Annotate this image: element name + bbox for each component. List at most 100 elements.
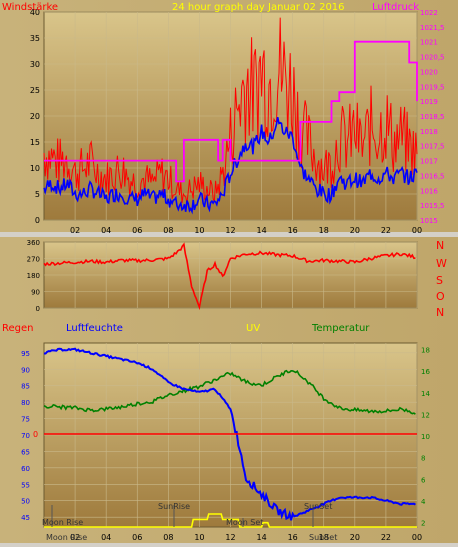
pressure-tick-label: 1015,5	[420, 202, 445, 210]
temperature-tick-label: 12	[421, 411, 430, 419]
temperature-tick-label: 6	[421, 476, 426, 484]
humidity-tick-label: 45	[21, 514, 30, 522]
wind-left-tick-label: 10	[30, 164, 40, 173]
tick-layer: 051015202530354010151015,510161016,51017…	[21, 8, 444, 542]
humidity-tick-label: 50	[21, 498, 30, 506]
pressure-tick-label: 1015	[420, 217, 438, 225]
temperature-tick-label: 18	[421, 346, 430, 354]
temperature-tick-label: 2	[421, 520, 425, 528]
weather-x-tick-label: 14	[256, 533, 266, 542]
humidity-tick-label: 55	[21, 481, 30, 489]
humidity-tick-label: 65	[21, 448, 30, 456]
pressure-tick-label: 1018,5	[420, 113, 445, 121]
direction-tick-label: 90	[31, 289, 40, 297]
pressure-tick-label: 1018	[420, 128, 438, 136]
sunrise-label: SunRise	[158, 502, 190, 511]
wind-x-tick-label: 18	[319, 226, 329, 235]
temperature-tick-label: 4	[421, 498, 426, 506]
temperature-tick-label: 8	[421, 455, 425, 463]
temperature-line	[43, 369, 416, 415]
humidity-tick-label: 80	[21, 399, 30, 407]
wind-x-tick-label: 22	[381, 226, 391, 235]
moonrise-label-bottom: Moon Rise	[46, 533, 87, 542]
weather-x-tick-label: 00	[412, 533, 422, 542]
compass-letter-n-bottom: N	[436, 306, 444, 319]
humidity-tick-label: 60	[21, 465, 30, 473]
temperature-label: Temperatur	[311, 323, 370, 334]
pressure-label: Luftdruck	[372, 2, 419, 13]
wind-left-tick-label: 5	[35, 190, 40, 199]
wind-x-tick-label: 10	[194, 226, 204, 235]
wind-x-tick-label: 14	[256, 226, 266, 235]
compass-letter-w: W	[436, 257, 447, 270]
moonrise-label: Moon Rise	[42, 518, 83, 527]
humidity-tick-label: 75	[21, 416, 30, 424]
humidity-tick-label: 85	[21, 383, 30, 391]
weather-x-tick-label: 04	[101, 533, 111, 542]
wind-x-tick-label: 02	[70, 226, 80, 235]
pressure-tick-label: 1020	[420, 68, 438, 76]
direction-tick-label: 270	[27, 256, 40, 264]
humidity-tick-label: 70	[21, 432, 30, 440]
direction-tick-label: 180	[27, 272, 40, 280]
weather-x-tick-label: 08	[163, 533, 173, 542]
wind-left-tick-label: 15	[30, 138, 40, 147]
wind-left-tick-label: 20	[30, 112, 40, 121]
direction-tick-label: 360	[27, 239, 40, 247]
weather-x-tick-label: 10	[194, 533, 204, 542]
pressure-line	[44, 40, 418, 183]
wind-gust-line	[43, 17, 418, 204]
pressure-tick-label: 1017	[420, 158, 438, 166]
rain-label: Regen	[2, 323, 34, 334]
direction-tick-label: 0	[36, 305, 40, 313]
pressure-tick-label: 1020,5	[420, 54, 445, 62]
sunset-label-bottom: SunSet	[309, 533, 337, 542]
wind-left-tick-label: 25	[30, 86, 40, 95]
pressure-tick-label: 1021	[420, 39, 438, 47]
weather-x-tick-label: 06	[132, 533, 142, 542]
weather-x-tick-label: 16	[288, 533, 298, 542]
wind-x-tick-label: 12	[225, 226, 235, 235]
wind-left-tick-label: 40	[30, 8, 40, 17]
weather-x-tick-label: 02	[70, 533, 80, 542]
weather-x-tick-label: 18	[319, 533, 329, 542]
wind-label: Windstärke	[2, 2, 58, 13]
compass-letter-n-top: N	[436, 239, 444, 252]
compass-letter-o: O	[436, 290, 445, 303]
wind-x-tick-label: 16	[288, 226, 298, 235]
moonset-label: Moon Set	[226, 518, 263, 527]
wind-avg-line	[43, 116, 418, 215]
compass-letter-s: S	[436, 274, 443, 287]
grid-layer	[44, 11, 418, 527]
direction-line	[43, 242, 416, 311]
uv-line	[44, 513, 417, 528]
temperature-tick-label: 10	[421, 433, 430, 441]
wind-left-tick-label: 30	[30, 60, 40, 69]
wind-left-tick-label: 35	[30, 34, 40, 43]
series-layer	[43, 17, 418, 528]
humidity-tick-label: 95	[21, 350, 30, 358]
weather-x-tick-label: 20	[350, 533, 360, 542]
pressure-tick-label: 1016	[420, 187, 438, 195]
pressure-tick-label: 1021,5	[420, 24, 445, 32]
wind-left-tick-label: 0	[35, 216, 40, 225]
wind-x-tick-label: 08	[163, 226, 173, 235]
humidity-tick-label: 90	[21, 366, 30, 374]
pressure-tick-label: 1022	[420, 9, 438, 17]
temperature-tick-label: 16	[421, 368, 430, 376]
wind-x-tick-label: 20	[350, 226, 360, 235]
weather-x-tick-label: 22	[381, 533, 391, 542]
pressure-tick-label: 1017,5	[420, 143, 445, 151]
chart-title: 24 hour graph day Januar 02 2016	[172, 2, 345, 13]
rain-axis-zero: 0	[33, 430, 38, 439]
pressure-tick-label: 1019	[420, 98, 438, 106]
sunset-label: SunSet	[304, 502, 332, 511]
uv-label: UV	[246, 323, 260, 334]
wind-x-tick-label: 04	[101, 226, 111, 235]
humidity-label: Luftfeuchte	[66, 323, 123, 334]
wind-x-tick-label: 06	[132, 226, 142, 235]
weather-x-tick-label: 12	[225, 533, 235, 542]
wind-x-tick-label: 00	[412, 226, 422, 235]
